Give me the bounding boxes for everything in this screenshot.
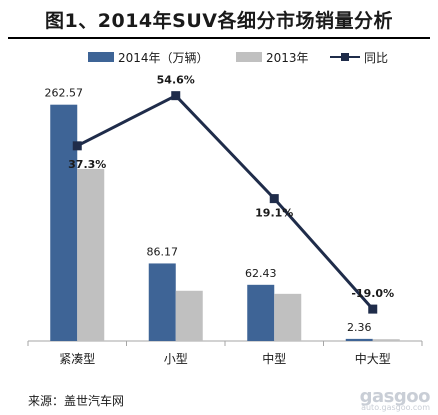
legend-label-yoy: 同比: [364, 50, 389, 65]
yoy-value-label: -19.0%: [351, 287, 394, 300]
bar-2014-value-label: 2.36: [347, 321, 372, 334]
bar-2014-value-label: 86.17: [147, 245, 179, 258]
legend-item-2013: 2013年: [236, 47, 309, 67]
legend-line-marker-icon: [330, 52, 360, 62]
watermark-url: auto.gasgoo.com: [361, 403, 430, 412]
watermark-logo-text: gasgoo: [359, 386, 431, 407]
bar-2013-3: [372, 339, 400, 341]
legend-item-2014: 2014年（万辆）: [88, 47, 209, 67]
watermark-logo: gasgoo auto.gasgoo.com: [340, 386, 436, 414]
legend-swatch-2014: [88, 52, 114, 62]
yoy-point-0: [72, 141, 82, 151]
chart-title: 图1、2014年SUV各细分市场销量分析: [45, 10, 393, 32]
legend: 2014年（万辆） 2013年 同比: [0, 47, 438, 67]
x-tick-label: 中大型: [355, 351, 391, 366]
legend-label-2013: 2013年: [266, 50, 309, 65]
bar-2014-1: [148, 263, 176, 341]
x-tick-label: 紧凑型: [59, 352, 95, 366]
bar-2014-value-label: 62.43: [245, 267, 277, 280]
yoy-point-1: [171, 91, 181, 101]
bar-2013-2: [274, 293, 302, 341]
yoy-point-3: [368, 304, 378, 314]
title-underline: [8, 37, 430, 39]
bar-2014-2: [247, 284, 275, 341]
x-tick-label: 小型: [164, 352, 188, 366]
x-tick-label: 中型: [262, 351, 286, 366]
bar-2013-0: [77, 168, 105, 341]
legend-swatch-2013: [236, 52, 262, 62]
legend-label-2014: 2014年（万辆）: [118, 50, 209, 65]
bar-2014-3: [345, 338, 373, 341]
bar-2014-0: [50, 104, 78, 341]
yoy-value-label: 54.6%: [157, 74, 195, 87]
bar-2013-1: [175, 290, 203, 341]
yoy-line: [76, 94, 374, 311]
yoy-value-label: 19.1%: [255, 207, 293, 220]
legend-item-yoy: 同比: [330, 47, 388, 67]
yoy-value-label: 37.3%: [68, 158, 106, 171]
source-note: 来源：盖世汽车网: [28, 394, 125, 408]
bar-2014-value-label: 262.57: [45, 87, 84, 100]
yoy-point-2: [269, 194, 279, 204]
